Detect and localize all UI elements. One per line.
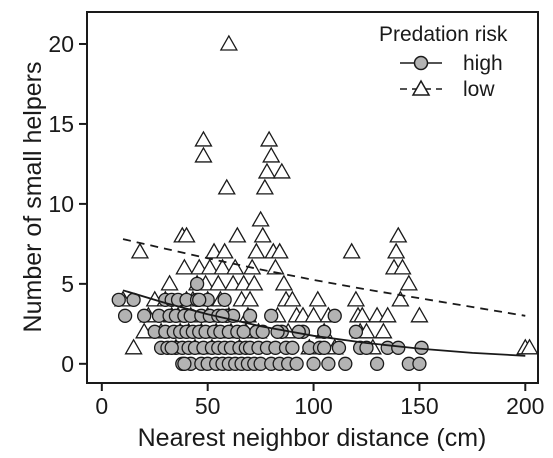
low-point <box>124 338 143 355</box>
low-point <box>226 258 245 275</box>
low-point <box>160 274 179 291</box>
y-tick-label: 5 <box>61 271 74 297</box>
high-point <box>391 340 406 355</box>
low-point <box>213 258 232 275</box>
high-point <box>369 356 385 371</box>
high-point <box>217 292 232 307</box>
high-point <box>359 340 374 355</box>
low-point <box>389 226 408 243</box>
x-tick-label: 0 <box>95 393 108 419</box>
low-point <box>259 130 279 147</box>
low-point <box>374 322 393 339</box>
low-point <box>257 162 277 179</box>
x-tick-label: 50 <box>195 393 221 419</box>
high-point <box>164 340 179 355</box>
y-axis-ticks: 0 5 10 15 20 <box>48 31 87 377</box>
low-point <box>215 242 234 259</box>
low-point <box>270 242 289 259</box>
high-point <box>189 276 205 292</box>
low-point <box>194 130 213 147</box>
low-point <box>228 226 247 243</box>
legend: Predation risk high low <box>379 23 508 101</box>
x-tick-label: 200 <box>506 393 544 419</box>
low-point <box>308 290 327 307</box>
high-point <box>192 292 207 307</box>
low-point <box>353 306 372 323</box>
fit-lines <box>122 238 526 357</box>
low-point <box>520 338 539 355</box>
high-fit-line <box>122 289 526 357</box>
low-point <box>274 274 294 291</box>
low-point <box>247 242 266 259</box>
low-point <box>245 274 264 291</box>
plot-frame <box>86 11 539 384</box>
high-point <box>331 340 347 355</box>
low-point <box>387 242 406 259</box>
y-axis-title: Number of small helpers <box>19 62 47 333</box>
low-point <box>240 290 260 307</box>
legend-high-marker <box>413 55 429 71</box>
low-point <box>194 146 213 163</box>
high-point <box>236 324 251 339</box>
high-point <box>327 308 342 323</box>
y-tick-label: 10 <box>48 191 74 217</box>
high-point <box>321 356 336 371</box>
high-point <box>285 340 300 355</box>
low-point <box>219 34 238 51</box>
high-point <box>306 356 321 371</box>
low-point <box>200 258 219 275</box>
high-point <box>316 324 332 339</box>
x-tick-label: 150 <box>400 393 438 419</box>
low-point <box>391 290 410 307</box>
low-point <box>177 226 196 243</box>
high-point <box>316 340 332 355</box>
y-tick-label: 15 <box>48 111 74 137</box>
low-point <box>209 274 228 291</box>
y-tick-label: 0 <box>61 351 74 377</box>
legend-low-marker <box>411 79 431 96</box>
high-point <box>111 292 126 307</box>
low-point <box>272 162 291 179</box>
low-point <box>399 274 418 291</box>
high-point <box>289 356 304 371</box>
high-point <box>242 308 258 323</box>
x-tick-label: 100 <box>294 393 332 419</box>
high-point <box>348 324 364 339</box>
low-point <box>175 258 194 275</box>
x-axis-title: Nearest neighbor distance (cm) <box>138 424 487 452</box>
legend-high-label: high <box>463 52 503 75</box>
low-point <box>266 258 285 275</box>
high-point <box>177 356 192 371</box>
low-point <box>217 178 236 195</box>
legend-low-label: low <box>463 78 495 101</box>
low-point <box>346 290 366 307</box>
low-point <box>410 306 429 323</box>
low-point <box>262 146 281 163</box>
low-point <box>283 290 302 307</box>
legend-title: Predation risk <box>379 23 508 46</box>
low-point <box>342 242 361 259</box>
low-point <box>304 306 323 323</box>
high-point <box>137 308 152 323</box>
low-point <box>255 178 274 195</box>
high-point <box>412 356 427 371</box>
high-point <box>264 308 279 323</box>
low-fit-line <box>122 238 526 317</box>
high-point <box>255 324 270 339</box>
series-high-points <box>111 276 429 371</box>
low-point <box>253 226 272 243</box>
low-point <box>393 258 412 275</box>
y-tick-label: 20 <box>48 31 74 57</box>
high-point <box>270 324 285 339</box>
low-point <box>130 242 150 259</box>
low-point <box>251 210 270 227</box>
high-point <box>117 308 133 323</box>
low-point <box>378 306 397 323</box>
high-point <box>338 356 353 371</box>
x-axis-ticks: 0 50 100 150 200 <box>95 383 544 419</box>
